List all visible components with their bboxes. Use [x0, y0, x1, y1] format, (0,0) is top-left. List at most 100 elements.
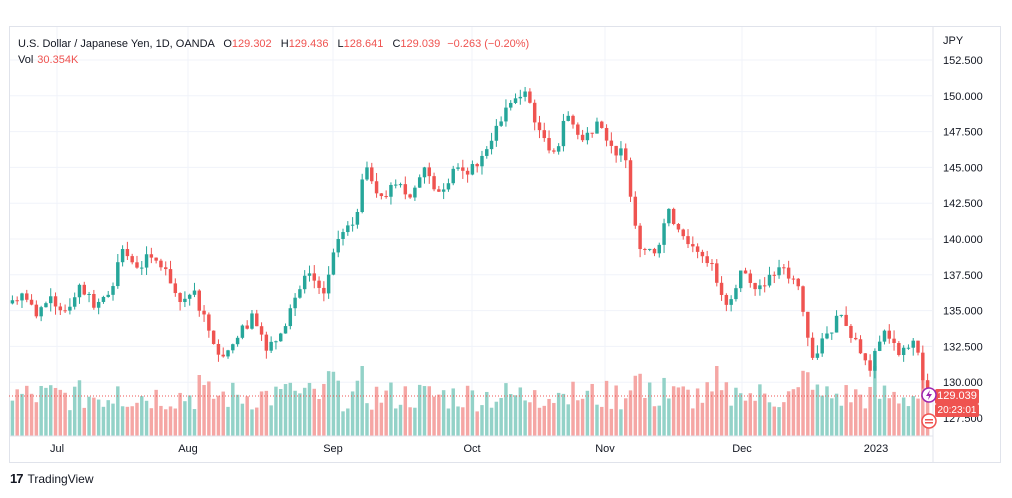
candle-body [724, 294, 729, 305]
volume-bar [604, 380, 609, 436]
candle-body [183, 298, 187, 303]
candle-body [370, 167, 374, 182]
y-tick-label: 140.000 [943, 234, 983, 246]
candle-body [317, 280, 321, 288]
candle-body [700, 251, 705, 257]
candle-body [638, 225, 642, 250]
volume-bar [739, 393, 743, 436]
volume-bar [518, 387, 523, 436]
volume-bar [700, 402, 705, 436]
candle-body [485, 149, 489, 156]
volume-bar [384, 390, 388, 436]
volume-bar [494, 401, 499, 436]
volume-bar [556, 392, 561, 436]
volume-bar [671, 386, 676, 436]
volume-bar [53, 387, 58, 436]
volume-bar [456, 406, 460, 436]
volume-bar [106, 400, 110, 436]
candle-body [293, 297, 297, 309]
volume-bar [710, 391, 714, 436]
volume-bar [187, 395, 192, 436]
volume-bar [360, 366, 364, 436]
x-tick-label: Oct [463, 443, 480, 455]
candle-body [877, 341, 882, 351]
candle-body [207, 314, 211, 331]
candle-body [762, 285, 767, 287]
volume-bar [140, 396, 144, 436]
candle-body [465, 170, 470, 175]
volume-bar [235, 394, 240, 436]
volume-bar [748, 393, 753, 436]
volume-bar [863, 408, 868, 436]
volume-bar [695, 388, 700, 436]
volume-bar [417, 384, 422, 436]
candle-body [403, 184, 408, 195]
candle-body [873, 350, 877, 371]
candle-body [346, 225, 350, 233]
volume-bar [849, 402, 853, 436]
candle-body [580, 134, 585, 141]
volume-bar [532, 390, 537, 436]
volume-bar [20, 393, 24, 436]
volume-bar [523, 400, 527, 436]
candle-body [173, 283, 178, 294]
candle-body [130, 256, 134, 263]
volume-bar [528, 402, 532, 436]
candle-body [68, 306, 72, 311]
volume-bar [810, 389, 815, 436]
volume-bar [116, 386, 120, 436]
volume-bar [801, 370, 805, 436]
close-value: 129.039 [400, 38, 441, 50]
volume-bar [231, 382, 235, 436]
volume-bar [892, 391, 896, 436]
candle-body [667, 208, 671, 224]
ohlc-legend: U.S. Dollar / Japanese Yen, 1D, OANDA O1… [18, 36, 529, 52]
economic-event-icon[interactable] [921, 413, 937, 429]
candle-body [111, 286, 115, 295]
candle-body [394, 184, 398, 186]
volume-bar [662, 377, 666, 436]
candle-body [609, 140, 614, 146]
y-tick-label: 147.500 [943, 127, 983, 139]
candle-body [58, 306, 63, 311]
volume-bar [68, 410, 72, 436]
symbol-title[interactable]: U.S. Dollar / Japanese Yen, 1D, OANDA [18, 38, 215, 50]
candle-body [729, 299, 733, 305]
candle-body [686, 236, 690, 245]
candle-body [777, 267, 781, 276]
volume-bar [609, 408, 614, 436]
candle-body [561, 120, 566, 147]
candle-body [331, 252, 336, 275]
candle-body [882, 330, 887, 342]
high-value: 129.436 [288, 38, 329, 50]
x-tick-label: Aug [178, 443, 198, 455]
candle-body [542, 130, 546, 139]
candle-body [604, 127, 609, 141]
candle-body [782, 267, 786, 269]
tradingview-brand[interactable]: 17 TradingView [10, 471, 94, 486]
volume-bar [576, 400, 580, 436]
candle-body [830, 332, 834, 334]
volume-bar [777, 407, 781, 436]
candle-body [77, 284, 82, 298]
candle-body [695, 246, 700, 252]
volume-bar [149, 408, 154, 436]
close-label: C [392, 38, 401, 50]
volume-bar [283, 384, 288, 436]
volume-bar [197, 375, 201, 436]
volume-bar [657, 405, 661, 436]
candle-body [868, 360, 872, 371]
candle-body [801, 286, 805, 312]
volume-bar [906, 406, 911, 436]
volume-bar [614, 385, 618, 436]
volume-bar [868, 386, 872, 436]
candle-body [413, 187, 417, 198]
volume-bar [250, 409, 254, 436]
candle-body [854, 337, 858, 340]
candle-body [125, 249, 130, 257]
volume-bar [509, 394, 513, 436]
volume-bar [298, 393, 302, 436]
y-tick-label: 132.500 [943, 341, 983, 353]
alert-icon[interactable] [921, 387, 937, 403]
